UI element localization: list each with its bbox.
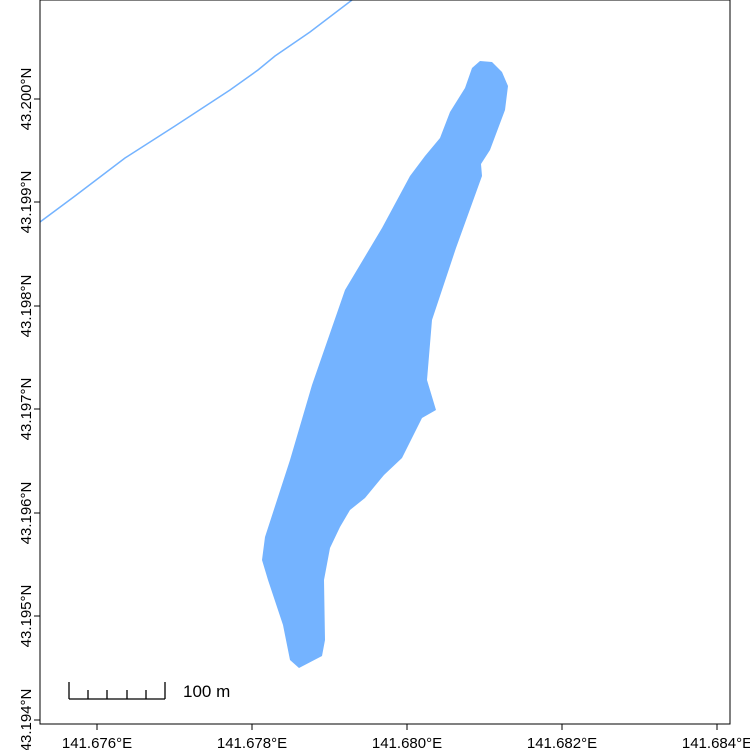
y-tick-label: 43.195°N <box>18 585 35 648</box>
y-tick-label: 43.199°N <box>18 171 35 234</box>
map-frame <box>39 0 731 725</box>
x-tick-label: 141.676°E <box>62 735 132 750</box>
x-tick-label: 141.680°E <box>372 735 442 750</box>
y-tick-label: 43.198°N <box>18 275 35 338</box>
x-tick-label: 141.682°E <box>527 735 597 750</box>
y-tick-label: 43.196°N <box>18 482 35 545</box>
y-tick-label: 43.200°N <box>18 68 35 131</box>
x-axis: 141.676°E 141.678°E 141.680°E 141.682°E … <box>62 724 750 750</box>
y-tick-label: 43.197°N <box>18 378 35 441</box>
x-tick-label: 141.684°E <box>682 735 750 750</box>
y-axis: 43.194°N 43.195°N 43.196°N 43.197°N 43.1… <box>18 68 40 750</box>
scale-bar-label: 100 m <box>183 682 230 701</box>
x-tick-label: 141.678°E <box>217 735 287 750</box>
scale-bar <box>68 682 166 700</box>
y-tick-label: 43.194°N <box>18 689 35 750</box>
river-line <box>39 0 353 223</box>
lake-polygon <box>262 61 508 668</box>
